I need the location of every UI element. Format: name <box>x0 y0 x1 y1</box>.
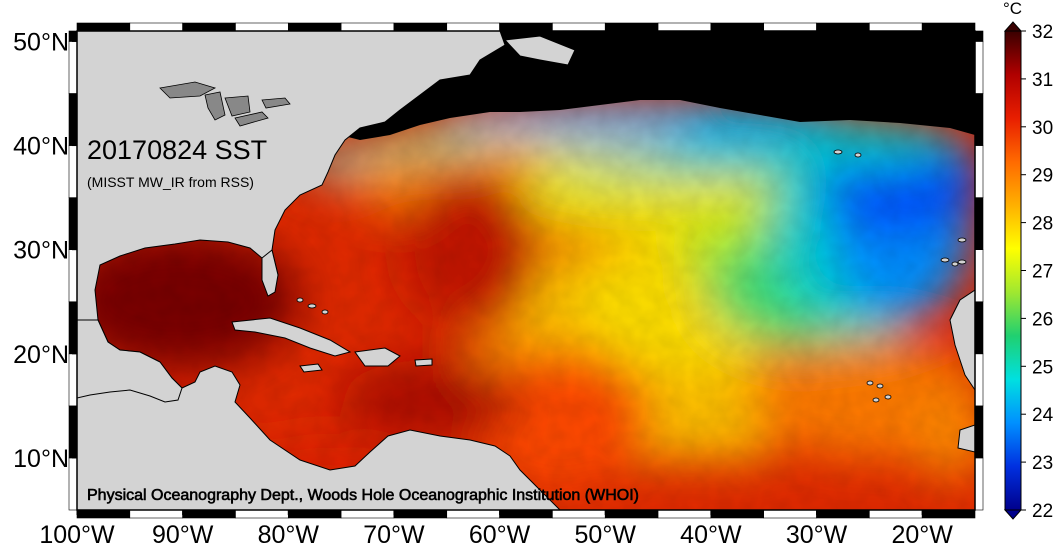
land-mexico <box>77 319 183 403</box>
colorbar: °C 32 31 30 29 28 27 26 25 24 23 22 <box>1003 0 1054 522</box>
colorbar-tick-label: 27 <box>1032 262 1053 283</box>
land-africa-west <box>957 424 975 453</box>
map-border <box>76 30 976 511</box>
colorbar-tick-label: 31 <box>1032 70 1053 91</box>
lon-tick-label: 20°W <box>891 521 953 546</box>
land-africa-north <box>949 289 975 391</box>
land-hispaniola <box>354 347 401 367</box>
land-newfoundland <box>503 35 576 66</box>
colorbar-tick-label: 30 <box>1032 118 1053 139</box>
lon-tick-label: 30°W <box>786 521 848 546</box>
land-florida <box>261 249 279 297</box>
lat-tick-label: 50°N <box>13 28 69 56</box>
colorbar-tick-label: 32 <box>1032 22 1053 43</box>
lon-tick-label: 90°W <box>152 521 214 546</box>
colorbar-ticks: 32 31 30 29 28 27 26 25 24 23 22 <box>1021 22 1054 522</box>
great-lakes <box>159 81 291 127</box>
lat-tick-label: 10°N <box>13 445 69 473</box>
lon-tick-label: 50°W <box>575 521 637 546</box>
small-islands <box>296 149 967 403</box>
map-credit: Physical Oceanography Dept., Woods Hole … <box>87 487 639 504</box>
lat-tick-label: 20°N <box>13 341 69 369</box>
colorbar-tick-label: 23 <box>1032 453 1053 474</box>
colorbar-top-arrow <box>1003 21 1023 32</box>
map-title: 20170824 SST <box>87 135 267 165</box>
colorbar-unit: °C <box>1003 0 1022 18</box>
colorbar-bottom-arrow <box>1003 509 1023 520</box>
colorbar-tick-label: 25 <box>1032 357 1053 378</box>
colorbar-tick-label: 24 <box>1032 405 1054 426</box>
land-cuba <box>231 317 352 357</box>
lon-tick-label: 60°W <box>469 521 531 546</box>
map-panel <box>77 31 975 510</box>
map-subtitle: (MISST MW_IR from RSS) <box>87 174 254 190</box>
latitude-axis: 50°N 40°N 30°N 20°N 10°N <box>13 28 77 473</box>
lon-tick-label: 70°W <box>363 521 425 546</box>
lat-tick-label: 40°N <box>13 133 69 161</box>
colorbar-tick-label: 22 <box>1032 501 1053 522</box>
colorbar-tick-label: 28 <box>1032 214 1053 235</box>
land <box>77 31 975 510</box>
colorbar-tick-label: 26 <box>1032 309 1053 330</box>
colorbar-gradient-bar <box>1004 30 1022 511</box>
longitude-axis: 100°W 90°W 80°W 70°W 60°W 50°W 40°W 30°W 20°W <box>39 510 953 546</box>
colorbar-tick-label: 29 <box>1032 166 1053 187</box>
lon-tick-label: 40°W <box>680 521 742 546</box>
lon-tick-label: 80°W <box>258 521 320 546</box>
land-puerto-rico <box>414 358 433 367</box>
land-jamaica <box>299 363 323 373</box>
lat-tick-label: 30°N <box>13 237 69 265</box>
map-frame <box>68 22 984 519</box>
lon-tick-label: 100°W <box>39 521 115 546</box>
